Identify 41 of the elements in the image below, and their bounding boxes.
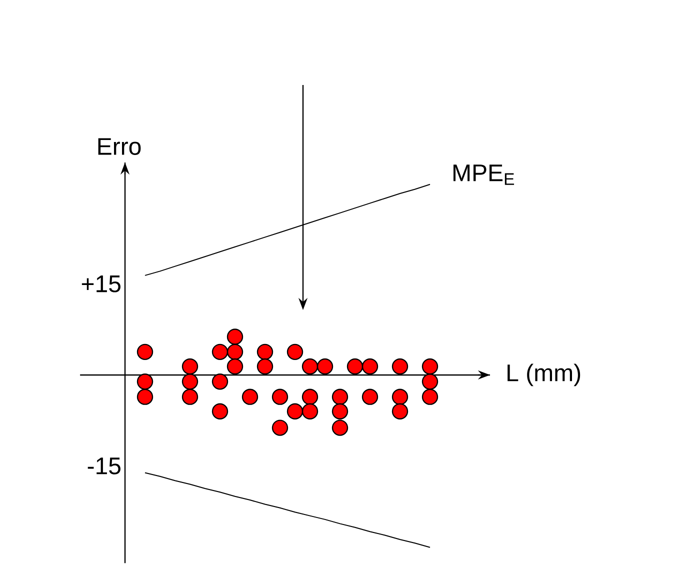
line-series <box>144 472 431 548</box>
point <box>242 388 258 405</box>
point <box>332 403 348 420</box>
text: MPE$_{E}$ <box>454 164 514 185</box>
point <box>422 374 438 390</box>
point <box>256 344 274 360</box>
point <box>212 403 228 420</box>
point <box>136 374 154 390</box>
point <box>136 344 154 360</box>
point <box>226 358 244 375</box>
point <box>302 358 318 375</box>
point <box>422 358 438 375</box>
point <box>136 388 154 405</box>
point <box>212 374 228 390</box>
point <box>182 374 198 390</box>
point <box>182 358 198 375</box>
point <box>392 403 408 420</box>
point <box>272 388 288 405</box>
point <box>332 388 348 405</box>
point <box>302 388 318 405</box>
point <box>422 388 438 405</box>
point <box>286 403 304 420</box>
point <box>392 388 408 405</box>
point <box>256 358 274 375</box>
y-tick-label: +15 <box>82 276 120 292</box>
point <box>316 358 334 375</box>
point <box>362 388 378 405</box>
point <box>272 420 288 436</box>
point <box>182 388 198 405</box>
point <box>286 344 304 360</box>
point <box>362 358 378 375</box>
x-axis-title: L (mm) <box>508 364 580 386</box>
point <box>212 344 228 360</box>
point <box>346 358 364 375</box>
y-axis-title: Erro <box>98 138 141 155</box>
y-tick-label: -15 <box>88 458 120 474</box>
point <box>332 420 348 436</box>
point <box>226 328 244 345</box>
point <box>226 344 244 360</box>
point <box>302 403 318 420</box>
point <box>392 358 408 375</box>
